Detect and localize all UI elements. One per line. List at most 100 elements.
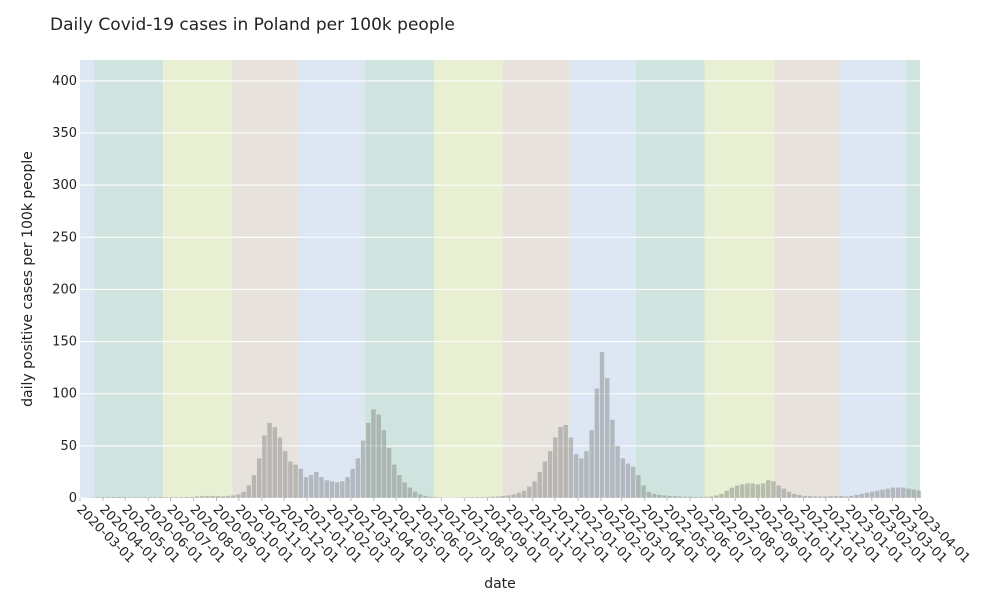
bar <box>179 497 184 498</box>
bar <box>708 496 714 498</box>
bar <box>95 497 101 498</box>
bar <box>584 451 589 498</box>
bar <box>168 497 174 498</box>
bar <box>272 427 277 498</box>
bar <box>340 481 345 498</box>
bar <box>397 475 402 498</box>
bar <box>786 491 792 498</box>
y-tick-label: 150 <box>52 335 77 350</box>
bar <box>895 487 901 498</box>
bar <box>885 488 890 498</box>
bar <box>667 495 672 498</box>
bar <box>480 497 485 498</box>
bar <box>734 485 740 498</box>
bar <box>137 497 142 498</box>
bar <box>485 496 490 498</box>
season-band <box>635 60 705 498</box>
bar <box>158 496 163 498</box>
bar <box>246 485 252 498</box>
bar <box>563 425 568 498</box>
bar <box>771 481 776 498</box>
y-tick-label: 50 <box>60 439 77 454</box>
bar <box>376 414 381 498</box>
bar <box>173 497 179 498</box>
y-axis-label: daily positive cases per 100k people <box>20 151 36 407</box>
bar <box>620 458 626 498</box>
bar <box>906 488 911 498</box>
bar <box>225 495 231 498</box>
bar <box>677 496 683 498</box>
bar <box>750 483 755 498</box>
bar <box>392 464 397 498</box>
bar <box>433 497 439 498</box>
bar <box>428 496 433 498</box>
x-axis-label: date <box>484 576 516 592</box>
bar <box>153 497 158 498</box>
bar <box>542 461 548 498</box>
bar <box>215 496 220 498</box>
bar <box>147 497 153 498</box>
bar <box>163 497 168 498</box>
bar <box>662 495 667 498</box>
bar <box>823 496 828 498</box>
bar <box>386 447 392 498</box>
season-band <box>704 60 775 498</box>
season-bands <box>80 60 920 498</box>
bar <box>807 496 813 498</box>
bar <box>194 496 200 498</box>
bar <box>490 496 496 498</box>
bar <box>547 451 553 498</box>
bar <box>360 440 366 498</box>
bar <box>288 461 293 498</box>
bar <box>298 468 303 498</box>
bar <box>589 430 594 498</box>
season-band <box>298 60 365 498</box>
bar <box>755 484 761 498</box>
bar <box>501 495 506 498</box>
bar <box>184 497 189 498</box>
bar <box>682 496 688 498</box>
bar <box>781 488 787 498</box>
bar <box>594 388 600 498</box>
bar <box>802 495 807 498</box>
bar <box>890 487 896 498</box>
bar <box>345 477 350 498</box>
bar <box>745 483 750 498</box>
bar <box>641 485 646 498</box>
bar <box>703 496 709 498</box>
bar <box>142 497 148 498</box>
bar <box>599 352 605 498</box>
bar <box>511 494 516 498</box>
season-band <box>906 60 920 498</box>
bar <box>854 494 859 498</box>
bar <box>760 483 766 498</box>
bar <box>121 497 127 498</box>
season-band <box>774 60 841 498</box>
bar <box>833 496 838 498</box>
bar <box>656 494 662 498</box>
bar <box>418 494 423 498</box>
bar <box>381 430 387 498</box>
season-band <box>232 60 299 498</box>
bar <box>521 490 527 498</box>
bar <box>797 494 802 498</box>
y-tick-label: 250 <box>52 230 77 245</box>
bar <box>859 493 864 498</box>
season-band <box>433 60 503 498</box>
bar <box>792 493 797 498</box>
y-tick-label: 300 <box>52 178 77 193</box>
y-tick-label: 400 <box>52 74 77 89</box>
bar <box>817 496 823 498</box>
bar <box>537 471 542 498</box>
season-band <box>80 60 95 498</box>
labels: 0501001502002503003504002020-03-012020-0… <box>52 74 973 566</box>
bar <box>262 435 267 498</box>
bar <box>210 495 215 498</box>
bar <box>838 495 844 498</box>
season-band <box>94 60 164 498</box>
season-band <box>163 60 233 498</box>
bar <box>916 490 922 498</box>
bars <box>80 352 922 498</box>
bar <box>106 497 111 498</box>
